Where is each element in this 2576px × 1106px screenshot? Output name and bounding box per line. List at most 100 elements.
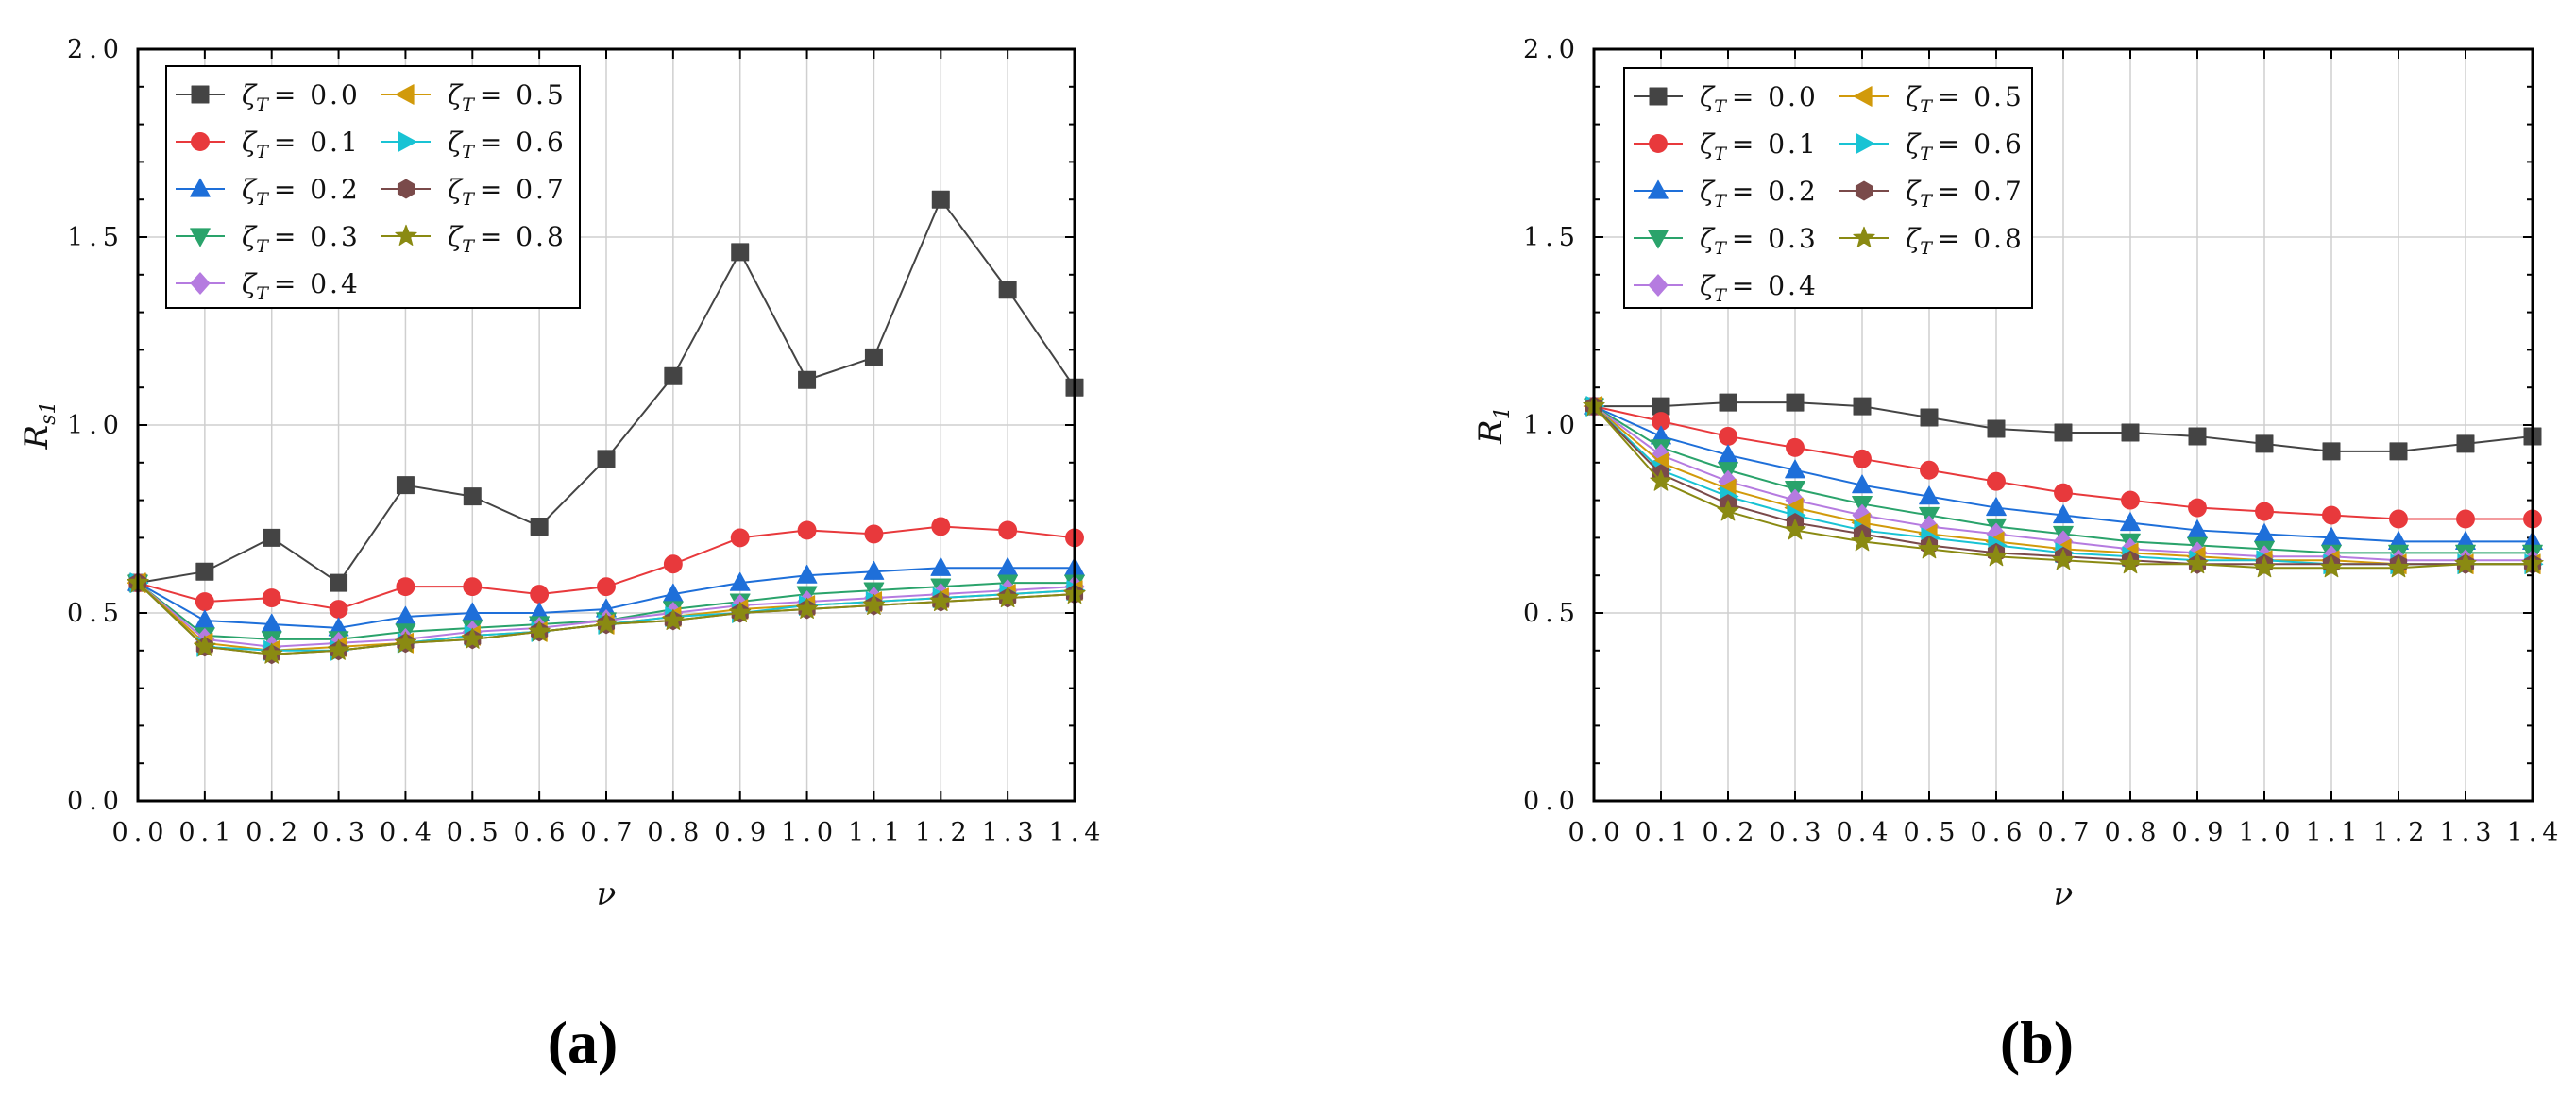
- data-point: [263, 528, 281, 547]
- legend-marker: [1853, 86, 1873, 107]
- y-axis-label: Rs1: [18, 401, 60, 451]
- legend-value: = 0.1: [1732, 128, 1819, 160]
- data-point: [1786, 393, 1805, 412]
- data-point: [1719, 426, 1737, 446]
- legend-symbol: ζ: [242, 221, 258, 252]
- series-ζT = 0.0: [1585, 393, 2542, 461]
- x-tick-label: 0.4: [1837, 818, 1894, 847]
- x-tick-label: 0.9: [2172, 818, 2229, 847]
- data-point: [396, 476, 415, 495]
- legend-subscript: T: [256, 236, 269, 257]
- legend-item: ζT = 0.5: [381, 79, 564, 115]
- data-point: [2387, 556, 2410, 578]
- data-point: [1851, 530, 1873, 552]
- legend-item: ζT = 0.3: [1634, 223, 1819, 259]
- data-point: [798, 370, 817, 389]
- legend-item: ζT = 0.0: [176, 79, 361, 115]
- legend: ζT = 0.0ζT = 0.1ζT = 0.2ζT = 0.3ζT = 0.4ζT = 0…: [1623, 67, 2033, 309]
- data-point: [2454, 553, 2477, 574]
- legend-symbol: ζ: [1906, 128, 1922, 160]
- legend-item: ζT = 0.3: [176, 221, 358, 257]
- data-point: [1852, 474, 1873, 494]
- data-point: [528, 620, 551, 641]
- legend-symbol: ζ: [1700, 81, 1716, 112]
- data-point: [1920, 460, 1939, 480]
- data-point: [863, 560, 885, 580]
- legend-item: ζT = 0.4: [1634, 270, 1816, 306]
- legend-value: = 0.8: [480, 221, 567, 252]
- legend-label: ζT = 0.8: [448, 221, 567, 257]
- data-point: [931, 190, 950, 209]
- x-tick-label: 0.2: [1703, 818, 1760, 847]
- series-ζT = 0.0: [128, 190, 1084, 592]
- data-point: [931, 517, 951, 536]
- legend-subscript: T: [1714, 144, 1727, 164]
- legend-value: = 0.7: [480, 174, 567, 205]
- legend-subscript: T: [1920, 96, 1933, 117]
- legend-marker: [1855, 180, 1873, 201]
- data-point: [530, 585, 550, 604]
- legend-label: ζT = 0.6: [448, 127, 567, 162]
- data-point: [731, 243, 750, 262]
- data-point: [864, 524, 884, 544]
- data-point: [2322, 442, 2341, 461]
- data-point: [463, 577, 483, 597]
- data-point: [930, 556, 952, 576]
- legend-box: [1623, 67, 2033, 309]
- legend-marker: [190, 272, 211, 295]
- panel-label: (a): [548, 1009, 619, 1076]
- legend-item: ζT = 0.5: [1839, 81, 2022, 117]
- legend-label: ζT = 0.0: [242, 79, 361, 115]
- legend-marker: [190, 228, 211, 247]
- legend-subscript: T: [462, 236, 475, 257]
- x-tick-label: 0.6: [1971, 818, 2028, 847]
- data-point: [1985, 545, 2008, 567]
- legend-symbol: ζ: [1700, 176, 1716, 207]
- legend-item: ζT = 0.8: [381, 221, 567, 257]
- legend-subscript: T: [1714, 96, 1727, 117]
- legend-subscript: T: [1920, 144, 1933, 164]
- data-point: [2188, 498, 2207, 518]
- legend-value: = 0.8: [1938, 223, 2025, 254]
- legend-value: = 0.6: [480, 127, 567, 158]
- data-point: [929, 589, 952, 612]
- data-point: [2389, 509, 2408, 529]
- series-ζT = 0.1: [128, 517, 1084, 619]
- data-point: [664, 366, 683, 385]
- data-point: [862, 593, 886, 616]
- legend-item: ζT = 0.0: [1634, 81, 1816, 117]
- data-point: [530, 517, 549, 536]
- data-point: [1918, 537, 1940, 559]
- legend-item: ζT = 0.6: [1839, 128, 2022, 164]
- data-point: [663, 554, 683, 574]
- legend-value: = 0.7: [1938, 176, 2025, 207]
- x-axis-label: ν: [597, 876, 617, 913]
- data-point: [2054, 423, 2073, 442]
- data-point: [2456, 509, 2475, 529]
- data-point: [262, 588, 281, 608]
- legend-subscript: T: [1920, 238, 1933, 259]
- data-point: [194, 635, 216, 656]
- legend-subscript: T: [256, 283, 269, 304]
- data-point: [195, 562, 214, 581]
- data-point: [730, 528, 750, 548]
- y-tick-label: 0.5: [1523, 599, 1581, 628]
- data-point: [329, 600, 348, 619]
- legend-label: ζT = 0.1: [1700, 128, 1819, 164]
- data-point: [327, 638, 350, 660]
- data-point: [996, 586, 1019, 608]
- legend-label: ζT = 0.3: [1700, 223, 1819, 259]
- data-point: [864, 348, 883, 366]
- x-tick-label: 0.1: [1635, 818, 1693, 847]
- data-point: [796, 564, 818, 584]
- legend-value: = 0.3: [1732, 223, 1819, 254]
- legend-symbol: ζ: [1700, 128, 1716, 160]
- legend-subscript: T: [256, 189, 269, 210]
- data-point: [597, 450, 616, 468]
- legend-value: = 0.4: [274, 268, 361, 299]
- x-tick-label: 1.3: [2440, 818, 2498, 847]
- series-ζT = 0.8: [127, 570, 1086, 664]
- panel-label: (b): [2000, 1009, 2074, 1076]
- x-tick-label: 0.5: [447, 818, 504, 847]
- y-axis-label-main: R: [1472, 419, 1510, 445]
